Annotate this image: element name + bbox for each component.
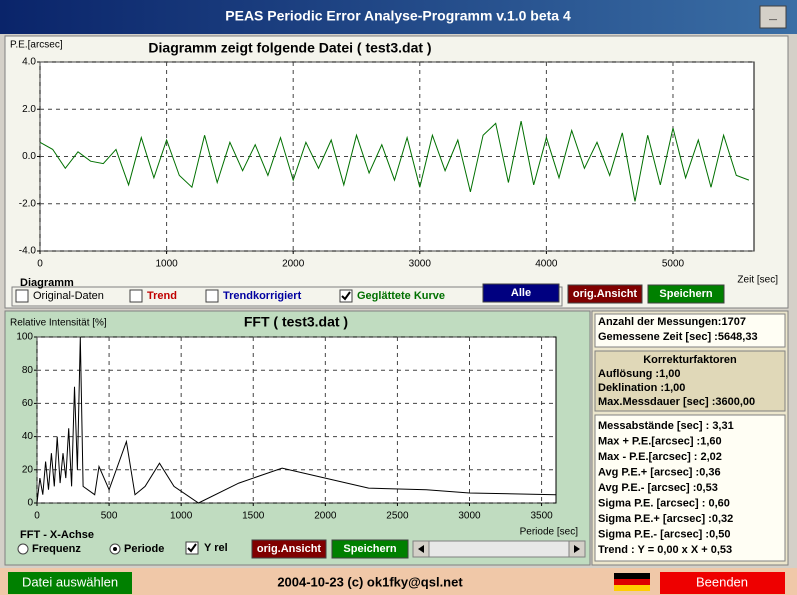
radio-dot [113,547,117,551]
statistics-box [594,414,786,562]
exit-button[interactable] [660,572,785,594]
y-tick-label: 60 [22,398,34,409]
data-line [39,120,750,202]
info-line: Max - P.E.[arcsec] : 2,02 [598,451,722,463]
x-tick-label: 500 [101,511,118,522]
info-line: Sigma P.E.+ [arcsec] :0,32 [598,513,733,525]
radio[interactable] [17,543,29,555]
info-line: Trend : Y = 0,00 x X + 0,53 [598,544,732,556]
x-tick-label: 0 [34,511,40,522]
radio-label[interactable]: Periode [124,543,164,555]
open-button[interactable] [8,572,132,594]
info-line: Sigma P.E.- [arcsec] :0,50 [598,528,730,540]
y-tick-label: 0 [27,498,33,509]
button[interactable] [647,284,725,304]
measurement-box [594,313,786,348]
info-line: Avg P.E.+ [arcsec] :0,36 [598,466,721,478]
flag-black[interactable] [614,573,650,579]
minimize-button[interactable] [759,5,787,29]
fft-axis-label: FFT - X-Achse [20,529,94,541]
checkmark [341,291,351,301]
button-label[interactable]: orig.Ansicht [257,543,322,555]
x-tick-label: 3500 [530,511,553,522]
button-label[interactable]: Speichern [343,543,396,555]
info-line: Deklination :1,00 [598,382,685,394]
x-tick-label: 3000 [458,511,481,522]
checkbox[interactable] [15,289,29,303]
button-label[interactable]: Speichern [659,288,712,300]
y-tick-label: 2.0 [22,104,36,115]
data-line [36,336,557,504]
title-bar [0,0,797,34]
button[interactable] [567,284,643,304]
info-line: Gemessene Zeit [sec] :5648,33 [598,331,758,343]
arrow-left [418,545,424,553]
flag-red[interactable] [614,579,650,585]
checkbox-label[interactable]: Trendkorrigiert [223,290,302,302]
checkmark [187,543,197,553]
diagram-group [11,286,563,307]
x-tick-label: 3000 [409,259,432,270]
radio-label[interactable]: Frequenz [32,543,81,555]
x-tick-label: 5000 [662,259,685,270]
x-tick-label: 2000 [314,511,337,522]
checkbox-label[interactable]: Geglättete Kurve [357,290,445,302]
copyright: 2004-10-23 (c) ok1fky@qsl.net [277,574,463,589]
x-tick-label: 2500 [386,511,409,522]
x-tick-label: 4000 [535,259,558,270]
minimize-label[interactable]: _ [768,6,777,22]
flag-gold[interactable] [614,585,650,591]
button-label[interactable]: Alle [511,287,531,299]
checkbox-label[interactable]: Y rel [204,542,228,554]
y-tick-label: -4.0 [19,246,37,257]
checkbox-label[interactable]: Trend [147,290,177,302]
corrections-box [594,350,786,412]
chart-title: FFT ( test3.dat ) [244,314,348,330]
y-tick-label: -2.0 [19,198,37,209]
button[interactable] [482,283,560,303]
button[interactable] [331,539,409,559]
info-line: Anzahl der Messungen:1707 [598,316,746,328]
window-title: PEAS Periodic Error Analyse-Programm v.1… [225,8,571,24]
x-axis-label: Periode [sec] [520,527,579,538]
y-axis-label: P.E.[arcsec] [10,40,63,51]
info-line: Avg P.E.- [arcsec] :0,53 [598,482,718,494]
diagram-group-label: Diagramm [20,277,74,289]
chart-title: Diagramm zeigt folgende Datei ( test3.da… [148,40,431,56]
y-tick-label: 4.0 [22,57,36,68]
info-line: Max + P.E.[arcsec] :1,60 [598,435,722,447]
y-tick-label: 100 [16,332,33,343]
x-tick-label: 1500 [242,511,265,522]
y-tick-label: 0.0 [22,151,36,162]
info-line: Max.Messdauer [sec] :3600,00 [598,396,755,408]
x-tick-label: 1000 [155,259,178,270]
y-axis-label: Relative Intensität [%] [10,318,107,329]
checkbox-label[interactable]: Original-Daten [33,290,104,302]
y-tick-label: 40 [22,431,34,442]
button-label[interactable]: orig.Ansicht [573,288,638,300]
checkbox[interactable] [129,289,143,303]
info-line: Sigma P.E. [arcsec] : 0,60 [598,497,730,509]
x-tick-label: 1000 [170,511,193,522]
plot-area [36,336,557,504]
arrow-right [574,545,580,553]
info-line: Messabstände [sec] : 3,31 [598,420,734,432]
open-button-label[interactable]: Datei auswählen [22,574,118,589]
checkbox[interactable] [205,289,219,303]
info-line: Auflösung :1,00 [598,368,681,380]
x-axis-label: Zeit [sec] [737,275,778,286]
button[interactable] [251,539,327,559]
scrollbar[interactable] [412,540,586,558]
x-tick-label: 2000 [282,259,305,270]
x-tick-label: 0 [37,259,43,270]
corrections-title: Korrekturfaktoren [643,354,737,366]
y-tick-label: 20 [22,464,34,475]
exit-button-label[interactable]: Beenden [696,574,748,589]
y-tick-label: 80 [22,365,34,376]
